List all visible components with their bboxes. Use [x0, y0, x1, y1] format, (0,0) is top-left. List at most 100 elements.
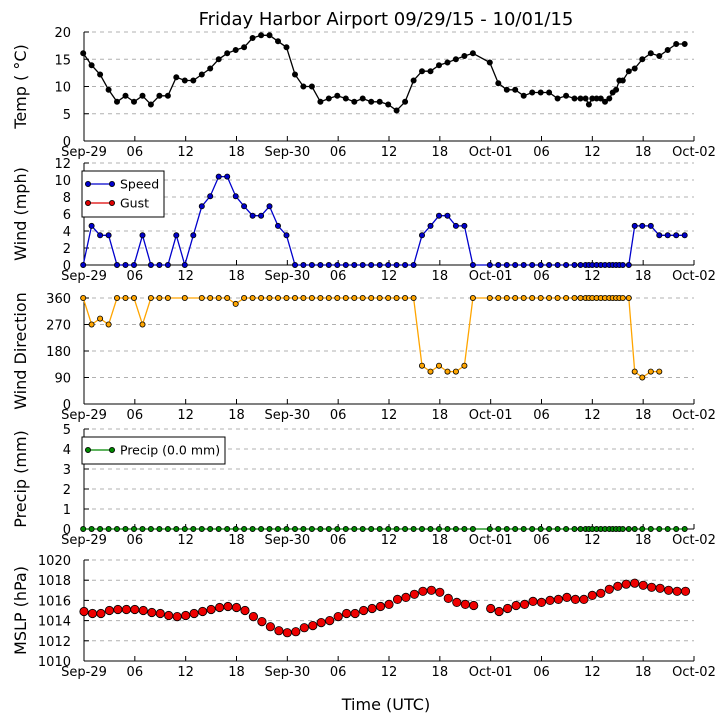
mslp-xtick-label: Sep-29 — [61, 665, 107, 680]
mslp-data-point — [189, 608, 199, 619]
precip-data-point — [249, 526, 256, 533]
precip-data-point — [325, 526, 332, 533]
temp-data-point — [258, 32, 265, 39]
mslp-data-point — [663, 585, 674, 595]
wind-data-point — [512, 261, 519, 268]
wind-legend-label: Gust — [120, 196, 149, 211]
precip-xtick-label: 12 — [177, 533, 194, 548]
temp-data-point — [585, 101, 592, 108]
wind-data-point — [181, 261, 188, 268]
temp-data-point — [597, 95, 604, 102]
mslp-data-point — [460, 599, 470, 610]
wind-data-point — [537, 261, 544, 268]
temp-data-point — [376, 98, 383, 105]
temp-data-point — [190, 77, 197, 84]
precip-data-point — [198, 526, 205, 533]
precip-data-point — [385, 526, 392, 533]
precip-data-point — [114, 526, 121, 533]
precip-ytick-label: 5 — [63, 423, 71, 438]
wind-data-point — [639, 222, 646, 229]
chart-title: Friday Harbor Airport 09/29/15 - 10/01/1… — [199, 9, 574, 30]
temp-data-point — [681, 41, 688, 48]
wind-legend-marker — [85, 199, 92, 206]
temp-data-point — [105, 86, 112, 93]
precip-data-point — [241, 526, 248, 533]
mslp-xtick-label: 06 — [533, 665, 550, 680]
mslp-data-point — [113, 604, 123, 615]
precip-data-point — [224, 526, 231, 533]
winddir-data-point — [410, 294, 417, 301]
mslp-xtick-label: Oct-02 — [672, 665, 716, 680]
mslp-data-point — [587, 590, 597, 601]
mslp-data-point — [325, 615, 335, 626]
winddir-data-point — [563, 294, 570, 301]
wind-data-point — [444, 212, 451, 219]
temp-data-point — [207, 65, 214, 72]
wind-xtick-label: 18 — [228, 269, 245, 284]
winddir-data-point — [512, 294, 519, 301]
precip-xtick-label: 06 — [330, 533, 347, 548]
wind-data-point — [283, 232, 290, 239]
precip-data-point — [495, 526, 502, 533]
precip-data-point — [631, 526, 638, 533]
temp-data-point — [602, 98, 609, 105]
temp-data-point — [359, 95, 366, 102]
precip-data-point — [105, 526, 112, 533]
wind-ytick-label: 10 — [54, 174, 71, 189]
winddir-xtick-label: 12 — [381, 408, 398, 423]
wind-xtick-label: 06 — [330, 269, 347, 284]
wind-data-point — [334, 261, 341, 268]
precip-data-point — [258, 526, 265, 533]
precip-xtick-label: 18 — [432, 533, 449, 548]
mslp-data-point — [562, 592, 572, 603]
precip-data-point — [88, 526, 95, 533]
precip-data-point — [334, 526, 341, 533]
precip-data-point — [444, 526, 451, 533]
winddir-xtick-label: 12 — [177, 408, 194, 423]
precip-data-point — [207, 526, 214, 533]
mslp-data-point — [672, 586, 682, 596]
precip-data-point — [571, 526, 578, 533]
mslp-data-point — [630, 578, 640, 588]
wind-legend-marker — [109, 180, 116, 187]
mslp-data-point — [87, 608, 98, 619]
mslp-data-point — [519, 599, 530, 610]
precip-data-point — [232, 526, 239, 533]
wind-xtick-label: 12 — [381, 269, 398, 284]
mslp-data-point — [333, 611, 343, 622]
temp-data-point — [656, 53, 663, 60]
mslp-data-point — [206, 604, 216, 615]
temp-data-point — [673, 41, 680, 48]
mslp-data-point — [443, 593, 453, 604]
mslp-xtick-label: 06 — [127, 665, 144, 680]
temp-data-point — [606, 95, 613, 102]
temp-y-axis-label: Temp ( °C) — [11, 44, 30, 129]
mslp-xtick-label: 12 — [584, 665, 601, 680]
precip-xtick-label: 18 — [635, 533, 652, 548]
wind-data-point — [410, 261, 417, 268]
precip-data-point — [308, 526, 315, 533]
precip-data-point — [300, 526, 307, 533]
winddir-data-point — [385, 294, 392, 301]
precip-xtick-label: Oct-02 — [672, 533, 716, 548]
wind-data-point — [577, 261, 584, 268]
temp-data-point — [512, 86, 519, 93]
temp-xtick-label: Sep-29 — [61, 145, 107, 160]
precip-series-precip-0-0-mm — [80, 526, 688, 533]
temp-ytick-label: 10 — [54, 81, 71, 96]
temp-data-point — [249, 35, 256, 42]
mslp-data-point — [248, 611, 258, 622]
precip-data-point — [97, 526, 104, 533]
winddir-data-point — [156, 294, 163, 301]
mslp-ytick-label: 1010 — [38, 655, 71, 670]
precip-xtick-label: Oct-01 — [469, 533, 513, 548]
temp-data-point — [529, 89, 536, 96]
winddir-data-point — [625, 294, 632, 301]
wind-data-point — [198, 203, 205, 210]
wind-data-point — [325, 261, 332, 268]
mslp-data-point — [79, 606, 89, 617]
winddir-data-point — [469, 294, 476, 301]
temp-xtick-label: 18 — [228, 145, 245, 160]
precip-data-point — [130, 526, 137, 533]
temp-data-point — [393, 107, 400, 114]
